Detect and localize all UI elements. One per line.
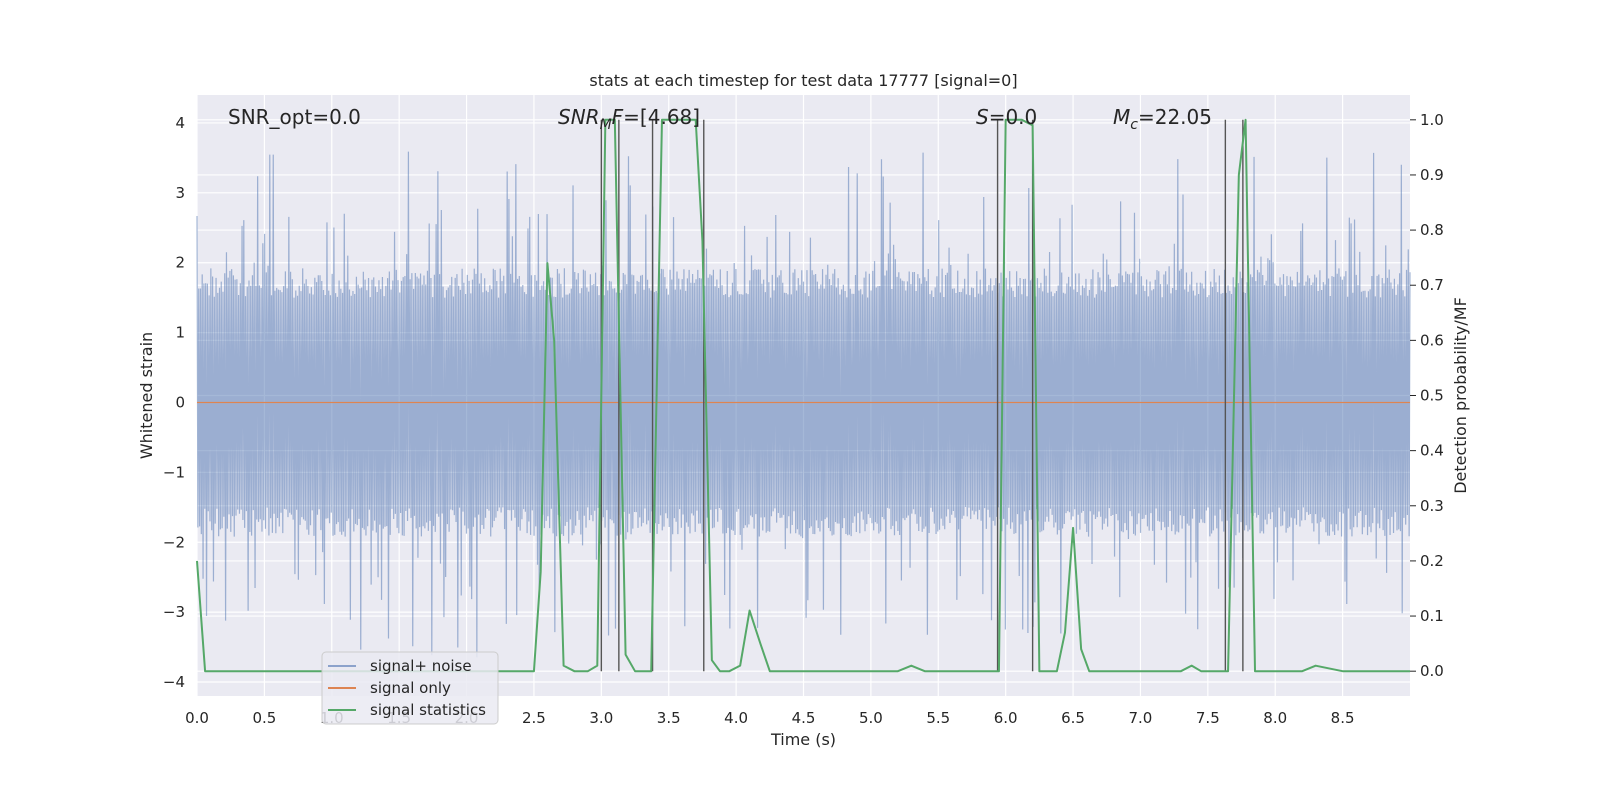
legend-label: signal statistics (370, 701, 486, 719)
signal-noise-series (196, 151, 1411, 658)
y-axis-ticks: 4 3 2 1 0 −1 −2 −3 −4 (163, 114, 185, 691)
annotation: SNR_opt=0.0 (228, 105, 361, 129)
legend: signal+ noise signal only signal statistic… (321, 651, 499, 725)
y2-tick-label: 1.0 (1420, 111, 1444, 129)
y2-tick-label: 0.6 (1420, 331, 1444, 349)
noise-line (196, 151, 1411, 658)
y-tick-label: −4 (163, 673, 185, 691)
x-tick-label: 2.5 (522, 709, 546, 727)
x-tick-label: 8.0 (1263, 709, 1287, 727)
x-tick-label: 3.5 (657, 709, 681, 727)
legend-label: signal+ noise (370, 657, 472, 675)
legend-entries: signal+ noise signal only signal statistic… (328, 657, 486, 719)
y2-tick-label: 0.0 (1420, 662, 1444, 680)
y2-tick-label: 0.8 (1420, 221, 1444, 239)
y2-axis-ticks: 1.0 0.9 0.8 0.7 0.6 0.5 0.4 0.3 0.2 0.1 0.0 (1410, 111, 1444, 680)
y-tick-label: −3 (163, 603, 185, 621)
x-tick-label: 3.0 (589, 709, 613, 727)
y2-tick-label: 0.4 (1420, 442, 1444, 460)
y-tick-label: 4 (175, 114, 185, 132)
y2-axis-label: Detection probability/MF (1451, 297, 1470, 494)
annotation: S=0.0 (976, 105, 1037, 129)
x-tick-label: 7.0 (1129, 709, 1153, 727)
annotation: Mc=22.05 (1113, 105, 1212, 133)
x-tick-label: 0.0 (185, 709, 209, 727)
y2-tick-label: 0.7 (1420, 276, 1444, 294)
legend-box (321, 651, 499, 725)
y-tick-label: 1 (175, 324, 185, 342)
x-tick-label: 7.5 (1196, 709, 1220, 727)
x-tick-label: 6.0 (994, 709, 1018, 727)
legend-label: signal only (370, 679, 451, 697)
annotation: SNRMF=[4.68] (558, 105, 700, 133)
y2-tick-label: 0.5 (1420, 387, 1444, 405)
x-tick-label: 4.0 (724, 709, 748, 727)
annotations: SNR_opt=0.0 SNRMF=[4.68] S=0.0 Mc=22.05 (228, 105, 1212, 133)
x-tick-label: 5.5 (926, 709, 950, 727)
y2-tick-label: 0.1 (1420, 607, 1444, 625)
y-tick-label: −2 (163, 533, 185, 551)
y-tick-label: −1 (163, 463, 185, 481)
y2-tick-label: 0.2 (1420, 552, 1444, 570)
x-tick-label: 5.0 (859, 709, 883, 727)
x-tick-label: 0.5 (252, 709, 276, 727)
y2-tick-label: 0.9 (1420, 166, 1444, 184)
y-tick-label: 2 (175, 254, 185, 272)
x-tick-label: 6.5 (1061, 709, 1085, 727)
y-tick-label: 0 (175, 393, 185, 411)
y2-tick-label: 0.3 (1420, 497, 1444, 515)
x-tick-label: 8.5 (1331, 709, 1355, 727)
x-axis-label: Time (s) (770, 730, 836, 749)
y-tick-label: 3 (175, 184, 185, 202)
x-tick-label: 4.5 (792, 709, 816, 727)
chart-title: stats at each timestep for test data 177… (589, 71, 1017, 90)
y-axis-label: Whitened strain (137, 332, 156, 459)
